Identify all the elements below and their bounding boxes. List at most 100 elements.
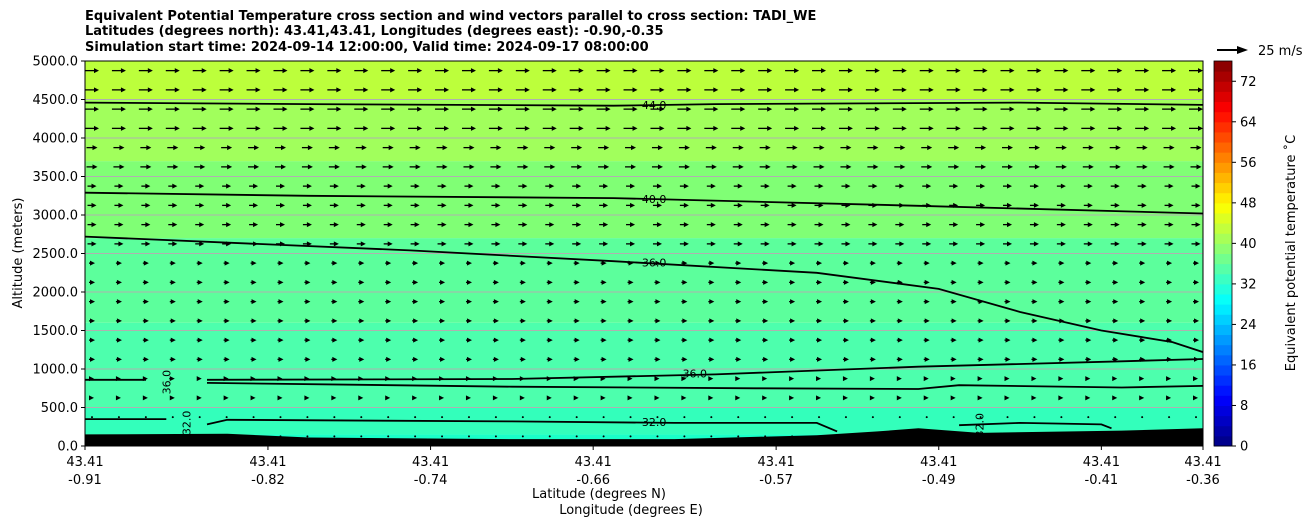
wind-vector-306	[412, 299, 419, 305]
wind-vector-314	[627, 299, 634, 305]
wind-vector-156	[896, 376, 902, 382]
wind-vector-125	[1193, 395, 1198, 401]
wind-vector-15	[494, 435, 497, 438]
wind-vector-head	[1117, 106, 1123, 112]
wind-vector-421	[114, 241, 124, 247]
wind-vector-86	[142, 395, 148, 401]
wind-vector-head	[601, 356, 607, 362]
wind-vector-738	[731, 106, 746, 112]
wind-vector-head	[1115, 164, 1121, 170]
wind-vector-head	[550, 164, 556, 170]
wind-vector-45	[171, 416, 174, 419]
wind-vector-head	[1194, 279, 1199, 285]
wind-vector-810	[408, 68, 423, 74]
wind-vector-69	[818, 416, 821, 419]
wind-vector-head	[681, 395, 687, 401]
y-tick-label-6: 3000.0	[33, 209, 79, 224]
wind-vector-259	[277, 318, 284, 324]
wind-vector-head	[361, 145, 367, 151]
wind-vector-581	[1029, 183, 1039, 189]
wind-vector-281	[869, 318, 876, 324]
colorbar-segment-36	[1214, 253, 1232, 265]
wind-vector-54	[414, 416, 417, 419]
wind-vector-173	[223, 356, 230, 362]
wind-vector-290	[1112, 318, 1119, 324]
y-tick-label-9: 4500.0	[33, 93, 79, 108]
wind-vector-head	[224, 299, 230, 305]
wind-vector-head	[1168, 183, 1174, 189]
wind-vector-head	[226, 183, 232, 189]
wind-vector-417	[1139, 260, 1146, 266]
wind-vector-head	[359, 260, 365, 266]
wind-vector-head	[1058, 376, 1064, 382]
wind-vector-head	[1114, 202, 1120, 208]
wind-vector-275	[708, 318, 715, 324]
wind-vector-head	[278, 318, 284, 324]
wind-vector-head	[197, 356, 203, 362]
wind-vector-head	[872, 241, 878, 247]
wind-vector-165	[1139, 376, 1145, 382]
wind-vector-head	[413, 279, 419, 285]
wind-vector-756	[85, 87, 99, 93]
wind-vector-head	[145, 241, 151, 247]
wind-vector-head	[495, 183, 501, 189]
wind-vector-750	[1054, 106, 1069, 112]
wind-vector-head	[654, 376, 660, 382]
colorbar-segment-66	[1214, 101, 1232, 113]
wind-vector-826	[838, 68, 853, 74]
wind-vector-dot	[279, 416, 282, 419]
wind-vector-head	[336, 106, 342, 112]
wind-vector-head	[869, 376, 875, 382]
wind-vector-523	[599, 202, 609, 208]
wind-vector-head	[846, 164, 852, 170]
wind-vector-418	[1166, 260, 1173, 266]
wind-vector-93	[331, 395, 337, 401]
wind-vector-662	[948, 145, 960, 151]
wind-vector-248	[1112, 337, 1119, 343]
wind-vector-467	[222, 222, 232, 228]
wind-vector-332	[1112, 299, 1119, 305]
wind-vector-509	[222, 202, 232, 208]
wind-vector-head	[818, 183, 824, 189]
wind-vector-668	[1109, 145, 1121, 151]
wind-vector-head	[94, 68, 99, 74]
wind-vector-469	[275, 222, 285, 228]
wind-vector-500	[1110, 222, 1120, 228]
wind-vector-head	[417, 68, 423, 74]
wind-vector-390	[412, 260, 419, 266]
wind-vector-114	[896, 395, 902, 401]
wind-vector-647	[544, 145, 556, 151]
wind-vector-head	[950, 395, 956, 401]
wind-vector-829	[919, 68, 934, 74]
wind-vector-809	[381, 68, 396, 74]
wind-vector-dot	[683, 416, 686, 419]
wind-vector-819	[650, 68, 665, 74]
wind-vector-head	[845, 241, 851, 247]
wind-vector-473	[383, 222, 393, 228]
x-axis-label-latitude: Latitude (degrees N)	[532, 487, 666, 502]
wind-vector-head	[497, 87, 503, 93]
wind-vector-head	[1140, 260, 1146, 266]
contour-label-7: 32.0	[973, 413, 986, 438]
wind-vector-head	[441, 202, 447, 208]
wind-vector-head	[470, 87, 476, 93]
wind-vector-head	[386, 279, 392, 285]
wind-vector-691	[596, 125, 611, 131]
wind-vector-78	[1060, 416, 1063, 419]
wind-vector-head	[1117, 87, 1123, 93]
wind-vector-806	[300, 68, 315, 74]
wind-vector-head	[713, 106, 719, 112]
wind-vector-head	[546, 395, 552, 401]
wind-vector-head	[1144, 106, 1150, 112]
wind-vector-224	[465, 337, 472, 343]
wind-vector-head	[843, 337, 849, 343]
wind-vector-head	[818, 241, 824, 247]
wind-vector-head	[764, 241, 770, 247]
wind-vector-490	[841, 222, 851, 228]
wind-vector-head	[1144, 125, 1150, 131]
y-tick-label-4: 2000.0	[33, 286, 79, 301]
wind-vector-head	[1196, 145, 1202, 151]
wind-vector-head	[901, 87, 907, 93]
wind-vector-head	[1171, 106, 1177, 112]
wind-vector-head	[1113, 260, 1119, 266]
